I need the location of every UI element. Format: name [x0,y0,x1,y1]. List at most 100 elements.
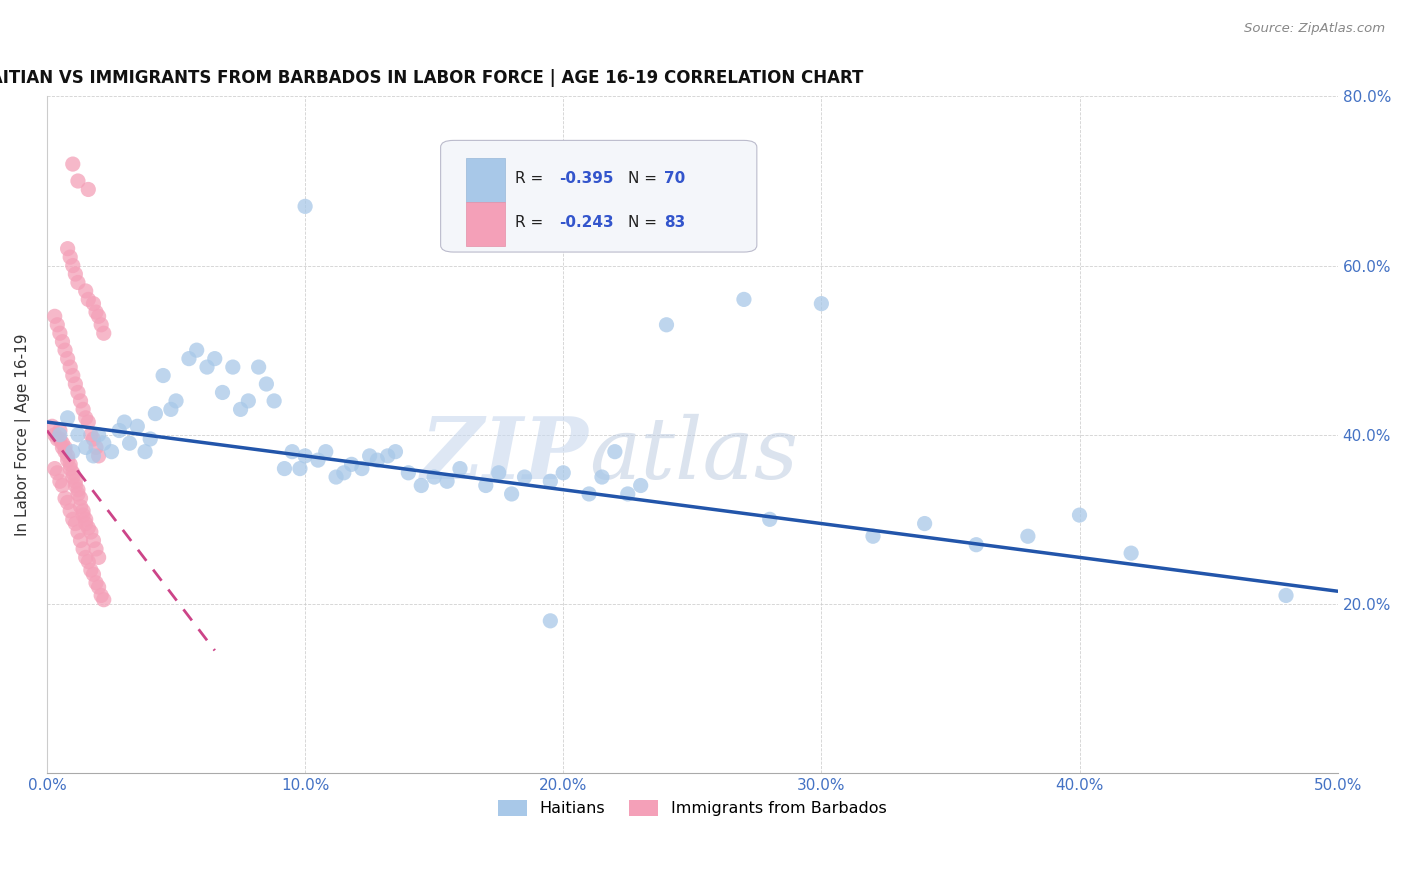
Point [655,318,678,332]
Point [66,427,89,442]
Point [160,402,183,417]
Point [62,444,84,458]
Point [177,351,200,366]
Point [350,461,373,475]
Point [66,524,89,539]
Point [53,441,76,455]
Point [75,512,97,526]
Point [59,250,82,264]
Point [56,495,79,509]
Point [44,461,66,475]
Text: atlas: atlas [589,414,799,496]
Point [1017,529,1039,543]
Point [139,432,162,446]
Point [77,182,100,196]
Point [733,293,755,307]
Point [66,276,89,290]
Point [62,259,84,273]
Point [1121,546,1143,560]
Text: N =: N = [627,215,662,230]
Point [538,614,561,628]
Point [49,427,72,442]
Point [87,310,110,324]
Point [118,436,141,450]
Point [112,415,135,429]
Point [65,376,87,391]
Point [384,444,406,458]
Text: ZIP: ZIP [422,413,589,497]
Point [965,538,987,552]
Point [53,491,76,506]
Point [211,385,233,400]
Point [51,441,73,455]
Point [294,449,316,463]
Point [145,407,167,421]
Point [75,441,97,455]
Point [307,453,329,467]
Point [62,512,84,526]
Text: 70: 70 [664,170,685,186]
Point [49,326,72,341]
Point [77,555,100,569]
Point [69,500,91,514]
Point [66,483,89,497]
Point [53,343,76,358]
Text: R =: R = [516,215,548,230]
Point [82,567,104,582]
Point [75,550,97,565]
Point [513,470,536,484]
Point [66,174,89,188]
Point [333,466,356,480]
Point [87,449,110,463]
Point [49,432,72,446]
Point [90,318,112,332]
Point [108,424,131,438]
Text: R =: R = [516,170,548,186]
Point [238,393,260,408]
Point [82,296,104,310]
Point [281,444,304,458]
Point [294,199,316,213]
Point [229,402,252,417]
Point [914,516,936,531]
Point [65,478,87,492]
Point [862,529,884,543]
Point [84,441,107,455]
Point [359,449,381,463]
Point [488,466,510,480]
Point [66,385,89,400]
Y-axis label: In Labor Force | Age 16-19: In Labor Force | Age 16-19 [15,334,31,536]
Point [396,466,419,480]
Point [1275,589,1298,603]
Point [77,415,100,429]
Point [56,351,79,366]
Legend: Haitians, Immigrants from Barbados: Haitians, Immigrants from Barbados [492,793,893,822]
Point [82,432,104,446]
Point [315,444,337,458]
Text: -0.243: -0.243 [560,215,614,230]
Point [222,360,245,375]
Point [49,475,72,489]
Point [65,267,87,281]
Text: 83: 83 [664,215,685,230]
Point [51,334,73,349]
Point [84,305,107,319]
Point [77,293,100,307]
Point [62,470,84,484]
Point [591,470,613,484]
Point [56,453,79,467]
Point [436,475,458,489]
Point [84,575,107,590]
Point [1069,508,1091,522]
Point [152,368,174,383]
Point [810,296,832,310]
Point [127,419,149,434]
Point [51,478,73,492]
Point [62,368,84,383]
Point [59,360,82,375]
Point [72,504,94,518]
Point [44,310,66,324]
Point [46,318,69,332]
Point [82,449,104,463]
Point [72,541,94,556]
